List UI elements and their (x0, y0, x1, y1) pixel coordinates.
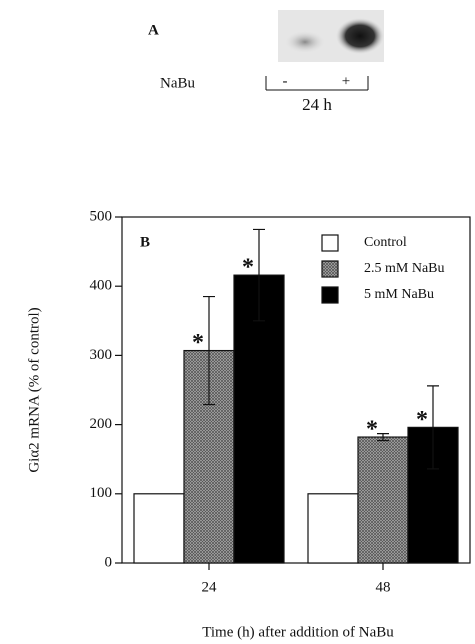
x-axis-title: Time (h) after addition of NaBu (202, 624, 394, 640)
chart: B Giα2 mRNA (% of control) Time (h) afte… (26, 208, 470, 640)
bar (358, 437, 408, 563)
y-tick-label: 100 (90, 485, 113, 501)
y-tick-label: 300 (90, 347, 113, 363)
row-label: NaBu (160, 75, 195, 91)
y-tick-label: 200 (90, 416, 113, 432)
x-tick-label: 24 (202, 579, 218, 595)
figure: A NaBu - + 24 h B Giα2 mRNA (% of contro… (0, 0, 475, 644)
blot-band (285, 31, 325, 53)
legend-label: 5 mM NaBu (364, 287, 434, 302)
significance-marker: * (416, 407, 428, 433)
lane-label: + (342, 73, 350, 89)
legend-swatch (322, 287, 338, 303)
time-label: 24 h (302, 95, 332, 114)
y-tick-label: 500 (90, 208, 113, 224)
legend-swatch (322, 235, 338, 251)
panel-label: B (140, 234, 150, 250)
y-tick-label: 0 (105, 554, 113, 570)
legend-label: 2.5 mM NaBu (364, 261, 445, 276)
significance-marker: * (366, 417, 378, 443)
lane-label: - (283, 73, 288, 89)
x-tick-label: 48 (376, 579, 391, 595)
significance-marker: * (242, 255, 254, 281)
y-axis-title: Giα2 mRNA (% of control) (26, 307, 42, 472)
y-tick-label: 400 (90, 278, 113, 294)
significance-marker: * (192, 330, 204, 356)
legend-swatch (322, 261, 338, 277)
bar (134, 494, 184, 563)
blot-band (336, 18, 384, 54)
panel-label: A (148, 22, 159, 38)
legend-label: Control (364, 235, 407, 250)
bar (308, 494, 358, 563)
